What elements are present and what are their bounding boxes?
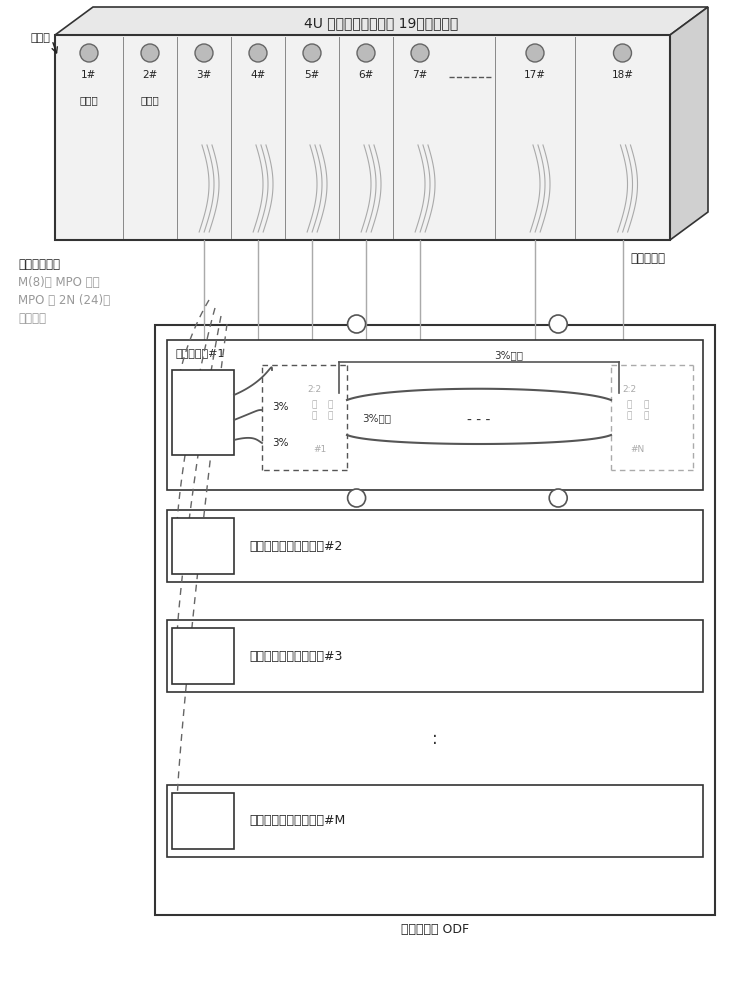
Polygon shape bbox=[172, 793, 234, 849]
Text: 光纤接线盒（燕纤盘）#M: 光纤接线盒（燕纤盘）#M bbox=[249, 814, 345, 828]
Text: 18#: 18# bbox=[612, 70, 633, 80]
Polygon shape bbox=[55, 35, 670, 240]
Polygon shape bbox=[167, 340, 703, 490]
Text: 光纤接线盒#1: 光纤接线盒#1 bbox=[175, 348, 224, 358]
Circle shape bbox=[348, 489, 366, 507]
Circle shape bbox=[303, 44, 321, 62]
Text: 5#: 5# bbox=[304, 70, 320, 80]
Text: 多 芯: 多 芯 bbox=[194, 643, 212, 653]
Polygon shape bbox=[172, 628, 234, 684]
Text: 2:2: 2:2 bbox=[307, 385, 321, 394]
Text: MPO 为 2N (24)芯: MPO 为 2N (24)芯 bbox=[18, 294, 110, 307]
Text: 3#: 3# bbox=[197, 70, 212, 80]
Text: 多 芯: 多 芯 bbox=[194, 808, 212, 818]
Text: 3%分光: 3%分光 bbox=[495, 350, 524, 360]
Text: 光
路: 光 路 bbox=[311, 400, 317, 421]
Text: 主控板: 主控板 bbox=[80, 95, 98, 105]
Text: 6#: 6# bbox=[358, 70, 374, 80]
Polygon shape bbox=[172, 518, 234, 574]
Polygon shape bbox=[167, 510, 703, 582]
Text: 多 芯: 多 芯 bbox=[194, 533, 212, 543]
Text: MPO: MPO bbox=[188, 824, 218, 834]
Text: - - -: - - - bbox=[467, 413, 491, 427]
Circle shape bbox=[549, 315, 567, 333]
Text: 2:2: 2:2 bbox=[622, 385, 636, 394]
Circle shape bbox=[411, 44, 429, 62]
Polygon shape bbox=[167, 620, 703, 692]
Text: 3%: 3% bbox=[272, 402, 288, 412]
Text: 7#: 7# bbox=[412, 70, 428, 80]
Text: 指示灯: 指示灯 bbox=[30, 33, 50, 43]
Text: 多 芯: 多 芯 bbox=[194, 399, 212, 410]
Text: :: : bbox=[432, 730, 438, 748]
Text: 4#: 4# bbox=[250, 70, 266, 80]
Text: 检测板: 检测板 bbox=[141, 95, 159, 105]
Text: 光纤接线盒（燕纤盘）#2: 光纤接线盒（燕纤盘）#2 bbox=[249, 540, 343, 552]
Circle shape bbox=[249, 44, 267, 62]
Circle shape bbox=[80, 44, 98, 62]
Text: 4U 机框（安装在标准 19英寸机架）: 4U 机框（安装在标准 19英寸机架） bbox=[305, 16, 459, 30]
Polygon shape bbox=[670, 7, 708, 240]
Polygon shape bbox=[155, 325, 715, 915]
Polygon shape bbox=[55, 7, 708, 35]
Circle shape bbox=[549, 489, 567, 507]
Text: #1: #1 bbox=[314, 445, 326, 454]
Text: 17#: 17# bbox=[524, 70, 546, 80]
Text: MPO: MPO bbox=[188, 659, 218, 669]
Text: 光纤接头: 光纤接头 bbox=[18, 312, 46, 325]
Text: 2#: 2# bbox=[142, 70, 158, 80]
Text: 光纤配线架 ODF: 光纤配线架 ODF bbox=[401, 923, 469, 936]
Circle shape bbox=[526, 44, 544, 62]
Text: 3%: 3% bbox=[272, 438, 288, 448]
Text: 光
路: 光 路 bbox=[627, 400, 632, 421]
Circle shape bbox=[357, 44, 375, 62]
Circle shape bbox=[141, 44, 159, 62]
Circle shape bbox=[195, 44, 213, 62]
Polygon shape bbox=[172, 370, 234, 455]
Text: 3%分光: 3%分光 bbox=[362, 413, 391, 423]
Circle shape bbox=[348, 315, 366, 333]
Polygon shape bbox=[167, 785, 703, 857]
Text: MPO: MPO bbox=[188, 549, 218, 559]
Text: 分
器: 分 器 bbox=[644, 400, 649, 421]
Text: MPO: MPO bbox=[188, 416, 218, 426]
Text: 每块采样板有: 每块采样板有 bbox=[18, 258, 60, 271]
Text: 光纤接线盒（燕纤盘）#3: 光纤接线盒（燕纤盘）#3 bbox=[249, 650, 343, 662]
Text: #N: #N bbox=[630, 445, 644, 454]
Text: 分
器: 分 器 bbox=[327, 400, 333, 421]
Text: 1#: 1# bbox=[81, 70, 97, 80]
Circle shape bbox=[613, 44, 632, 62]
Text: 前面板视图: 前面板视图 bbox=[630, 252, 665, 265]
Text: M(8)个 MPO 接头: M(8)个 MPO 接头 bbox=[18, 276, 100, 289]
